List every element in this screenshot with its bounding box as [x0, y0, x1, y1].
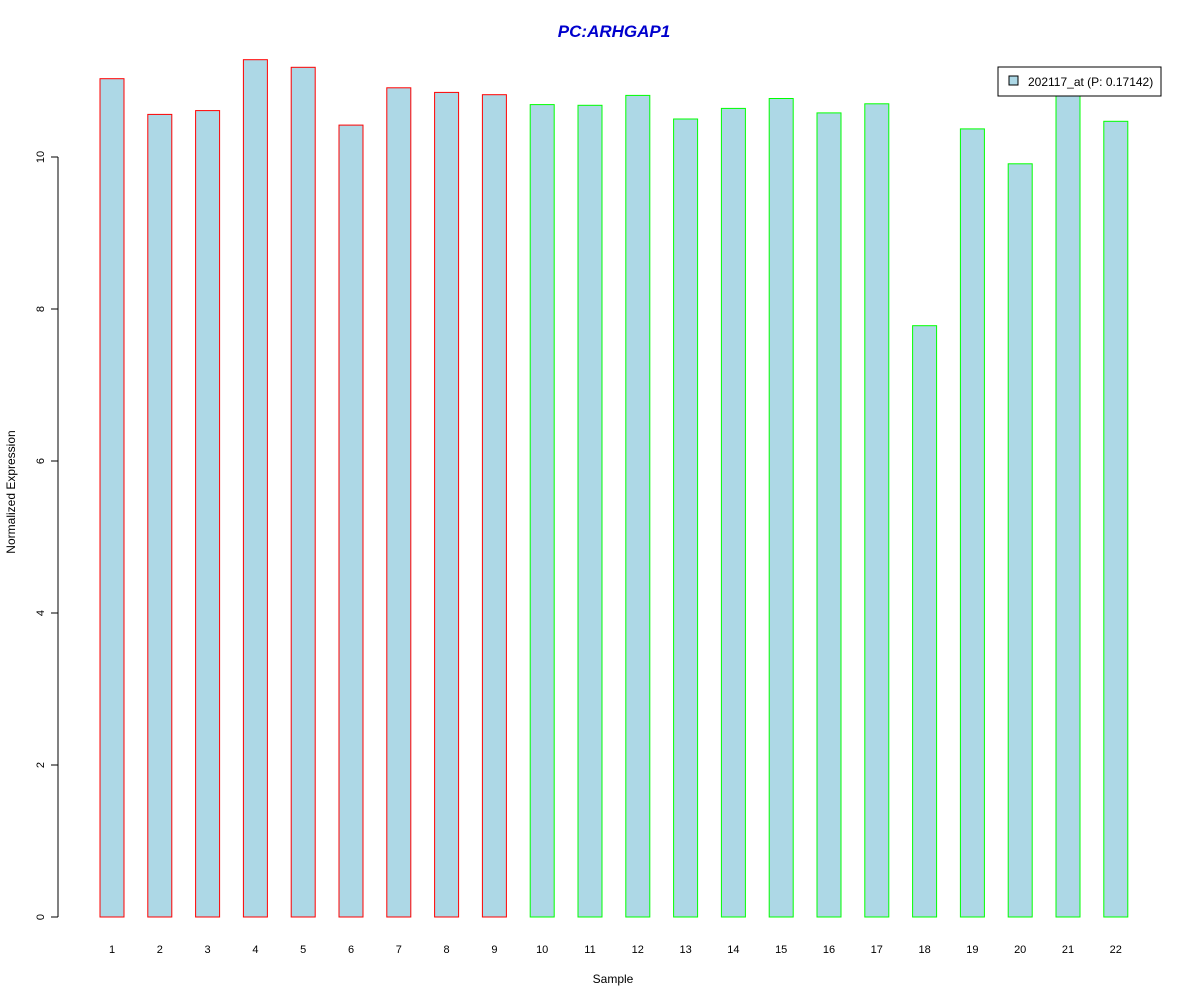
x-tick-label: 3	[205, 944, 211, 956]
x-tick-label: 8	[444, 944, 450, 956]
bar-sample-1	[99, 78, 125, 918]
x-tick-label: 12	[632, 944, 644, 956]
y-tick-label: 8	[35, 306, 47, 312]
x-tick-label: 15	[775, 944, 787, 956]
bar-sample-16	[816, 112, 842, 918]
bar-sample-4	[242, 59, 268, 918]
y-axis-label: Normalized Expression	[4, 430, 18, 553]
bar-sample-20	[1007, 163, 1033, 918]
bar-sample-10	[529, 104, 555, 918]
legend-box	[997, 66, 1162, 97]
bar-sample-14	[720, 107, 746, 918]
y-tick-label: 4	[35, 610, 47, 616]
x-tick-labels: 1 2 3 4 5 6 7 8 9 10 11 12 13 14 15 16 17 18 19 20 21 22	[109, 944, 1122, 956]
x-axis-label: Sample	[593, 972, 634, 986]
chart-title: PC:ARHGAP1	[558, 22, 670, 41]
bar-sample-8	[434, 91, 460, 918]
bar-sample-3	[195, 110, 221, 918]
x-tick-label: 10	[536, 944, 548, 956]
y-tick-label: 2	[35, 762, 47, 768]
x-tick-label: 20	[1014, 944, 1026, 956]
x-tick-label: 16	[823, 944, 835, 956]
x-tick-label: 1	[109, 944, 115, 956]
bars-group	[99, 59, 1129, 918]
x-tick-label: 13	[679, 944, 691, 956]
bar-sample-11	[577, 104, 603, 918]
x-tick-label: 5	[300, 944, 306, 956]
bar-sample-21	[1055, 89, 1081, 918]
legend: 202117_at (P: 0.17142)	[997, 66, 1162, 97]
bar-sample-17	[864, 103, 890, 918]
bar-sample-5	[290, 66, 316, 918]
legend-swatch	[1008, 75, 1019, 86]
x-tick-label: 22	[1110, 944, 1122, 956]
bar-sample-12	[625, 94, 651, 918]
bar-sample-7	[386, 87, 412, 918]
bar-sample-6	[338, 124, 364, 918]
x-tick-label: 11	[584, 944, 595, 956]
x-tick-label: 4	[252, 944, 258, 956]
y-axis: 0 2 4 6 8 10	[35, 151, 59, 920]
legend-entry-label: 202117_at (P: 0.17142)	[1028, 75, 1153, 89]
x-tick-label: 21	[1062, 944, 1074, 956]
x-tick-label: 6	[348, 944, 354, 956]
bar-sample-18	[912, 325, 938, 918]
y-tick-label: 6	[35, 458, 47, 464]
x-tick-label: 7	[396, 944, 402, 956]
bar-sample-22	[1103, 120, 1129, 918]
x-tick-label: 2	[157, 944, 163, 956]
x-tick-label: 17	[871, 944, 883, 956]
bar-sample-15	[768, 98, 794, 918]
bar-sample-2	[147, 113, 173, 918]
x-tick-label: 19	[966, 944, 978, 956]
x-tick-label: 14	[727, 944, 739, 956]
bar-sample-13	[673, 118, 699, 918]
bar-sample-9	[481, 94, 507, 918]
x-tick-label: 18	[918, 944, 930, 956]
bar-sample-19	[959, 128, 985, 918]
y-tick-label: 10	[35, 151, 47, 163]
y-tick-label: 0	[35, 914, 47, 920]
x-tick-label: 9	[491, 944, 497, 956]
